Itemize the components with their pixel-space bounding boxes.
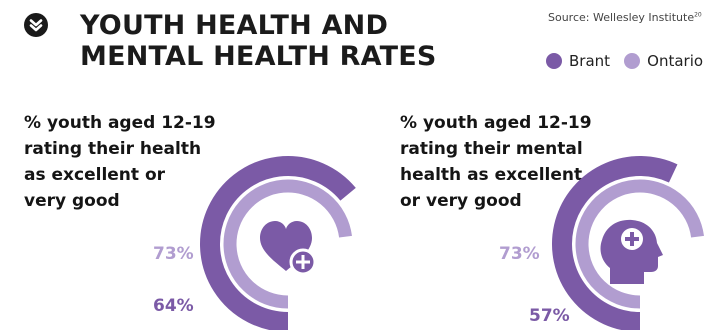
metric-2-label-line-3: health as excellent xyxy=(400,165,583,185)
metric-2-label-line-1: % youth aged 12-19 xyxy=(400,113,592,133)
legend-item-ontario: Ontario xyxy=(624,52,703,70)
donut-2-value-ontario: 73% xyxy=(499,244,540,264)
chevron-down-icon xyxy=(29,19,43,32)
metric-1-label-line-3: as excellent or xyxy=(24,165,166,185)
source-footnote: 20 xyxy=(694,11,702,19)
head-plus-icon xyxy=(600,219,663,284)
donut-2-arc-brant xyxy=(552,156,678,330)
donut-1-arc-ontario xyxy=(223,179,352,309)
heart-plus-icon xyxy=(260,221,317,276)
donut-2-arc-ontario xyxy=(575,179,704,309)
metric-1-label-line-4: very good xyxy=(24,191,120,211)
legend: Brant Ontario xyxy=(546,52,712,73)
title-line-1: YOUTH HEALTH AND xyxy=(80,10,389,41)
page-title: YOUTH HEALTH AND MENTAL HEALTH RATES xyxy=(80,10,437,72)
donut-2-value-brant: 57% xyxy=(529,306,570,326)
legend-swatch-ontario xyxy=(624,53,641,69)
metric-1-label-line-2: rating their health xyxy=(24,139,202,159)
metric-2-label-line-4: or very good xyxy=(400,191,522,211)
donut-1-value-ontario: 73% xyxy=(153,244,194,264)
source-text: Source: Wellesley Institute xyxy=(548,11,695,24)
legend-swatch-brant xyxy=(546,53,562,69)
legend-item-brant: Brant xyxy=(546,52,610,70)
legend-label-brant: Brant xyxy=(569,52,611,70)
source-note: Source: Wellesley Institute20 xyxy=(548,11,702,24)
metric-2-label-line-2: rating their mental xyxy=(400,139,583,159)
metric-1-label: % youth aged 12-19 rating their health a… xyxy=(24,110,224,214)
donut-1-arc-brant xyxy=(200,156,356,330)
metric-1-label-line-1: % youth aged 12-19 xyxy=(24,113,216,133)
chevron-down-badge-icon xyxy=(24,13,48,37)
donut-1-value-brant: 64% xyxy=(153,296,194,316)
metric-2-label: % youth aged 12-19 rating their mental h… xyxy=(400,110,600,214)
legend-label-ontario: Ontario xyxy=(647,52,704,70)
title-line-2: MENTAL HEALTH RATES xyxy=(80,41,437,72)
